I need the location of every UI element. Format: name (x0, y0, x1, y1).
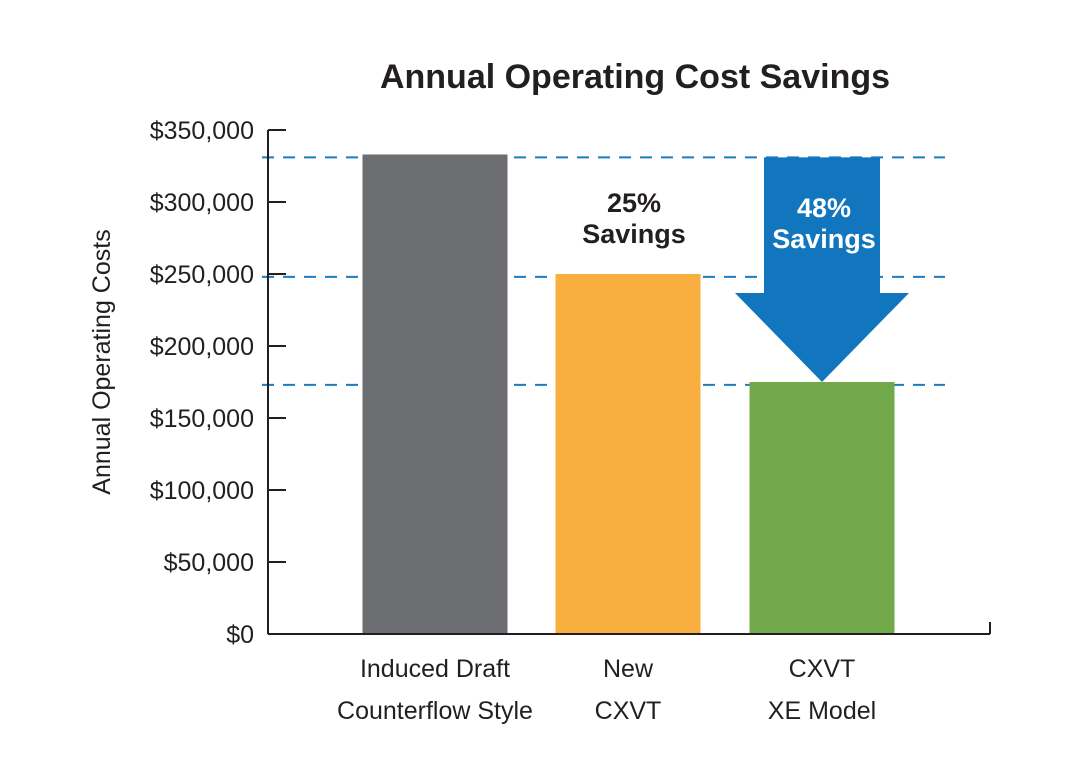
y-tick-label-3: $150,000 (150, 405, 254, 433)
category-label-1-line-0: New (603, 655, 654, 683)
y-tick-label-0: $0 (226, 621, 254, 649)
y-tick-label-5: $250,000 (150, 261, 254, 289)
bars (362, 154, 895, 635)
y-axis-label: Annual Operating Costs (88, 229, 116, 494)
y-ticks: $0 $50,000 $100,000 $150,000 $200,000 $250,00… (150, 117, 286, 649)
y-tick-label-1: $50,000 (164, 549, 254, 577)
savings-arrow-layer (735, 157, 909, 382)
y-tick-label-4: $200,000 (150, 333, 254, 361)
annotation-1-line-1: Savings (772, 224, 876, 254)
annotation-1-line-0: 48% (797, 193, 851, 223)
axes (267, 130, 991, 635)
bar-2 (749, 382, 895, 634)
chart-title: Annual Operating Cost Savings (380, 58, 890, 96)
category-label-2-line-1: XE Model (768, 697, 876, 725)
category-label-0-line-0: Induced Draft (360, 655, 510, 683)
annotation-0-line-0: 25% (607, 188, 661, 218)
x-category-labels: Induced Draft Counterflow Style New CXVT CXV… (337, 655, 876, 725)
category-label-2-line-0: CXVT (789, 655, 856, 683)
bar-1 (555, 274, 701, 634)
savings-arrow (735, 157, 909, 382)
annotation-0-line-1: Savings (582, 219, 686, 249)
y-tick-label-6: $300,000 (150, 189, 254, 217)
y-tick-label-2: $100,000 (150, 477, 254, 505)
bar-0 (362, 154, 508, 635)
y-tick-label-7: $350,000 (150, 117, 254, 145)
category-label-1-line-1: CXVT (595, 697, 662, 725)
category-label-0-line-1: Counterflow Style (337, 697, 533, 725)
